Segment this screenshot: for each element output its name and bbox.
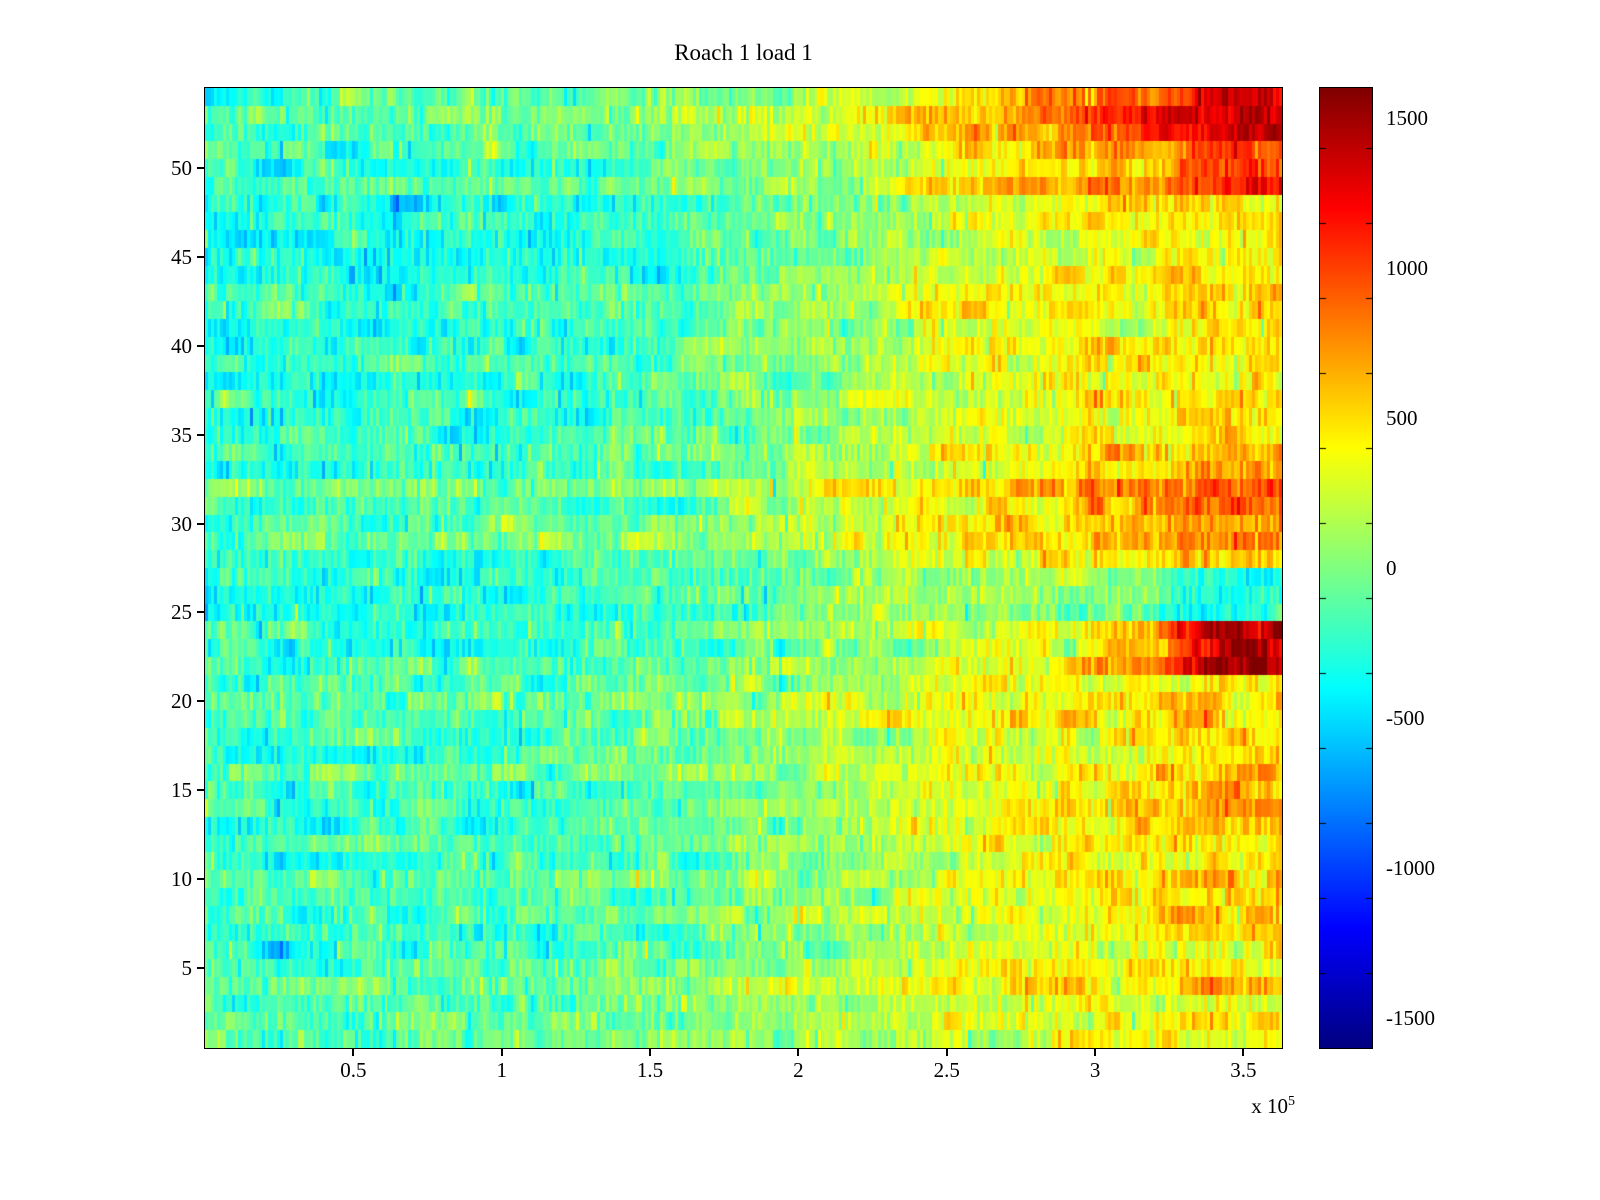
- y-tick-label: 35: [171, 422, 192, 447]
- y-tick-label: 20: [171, 689, 192, 714]
- y-tick-label: 30: [171, 511, 192, 536]
- x-scale-mantissa: x 10: [1251, 1094, 1288, 1118]
- y-tick-mark: [197, 167, 204, 169]
- y-tick-mark: [197, 433, 204, 436]
- x-tick-mark: [649, 1049, 652, 1056]
- y-tick-label: 50: [171, 156, 192, 180]
- y-tick-label: 15: [171, 778, 192, 803]
- y-tick-label: 10: [171, 867, 192, 892]
- x-tick-label: 2.5: [933, 1058, 960, 1082]
- y-tick-mark: [197, 522, 204, 525]
- y-tick-mark: [197, 878, 204, 881]
- chart-title: Roach 1 load 1: [674, 40, 813, 65]
- x-tick-mark: [945, 1049, 948, 1056]
- x-tick-label: 0.5: [340, 1058, 367, 1082]
- y-tick-mark: [197, 789, 204, 792]
- x-scale-exponent: 5: [1288, 1094, 1295, 1109]
- x-tick-mark: [1094, 1049, 1097, 1056]
- x-tick-label: 2: [793, 1058, 804, 1082]
- colorbar-tick-label: 0: [1386, 556, 1397, 580]
- colorbar-tick-label: 500: [1386, 406, 1418, 430]
- y-tick-mark: [197, 255, 204, 258]
- x-tick-label: 3: [1089, 1058, 1101, 1082]
- x-tick-mark: [1242, 1049, 1245, 1056]
- y-tick-label: 25: [171, 600, 192, 625]
- x-tick-label: 1.5: [636, 1058, 664, 1082]
- y-tick-label: 45: [171, 244, 192, 269]
- x-tick-mark: [797, 1049, 800, 1056]
- x-axis-scale-label: x 105: [1140, 1094, 1295, 1119]
- x-tick-label: 1: [496, 1058, 507, 1082]
- y-tick-mark: [197, 611, 204, 614]
- colorbar-tick-label: -500: [1386, 706, 1425, 730]
- y-tick-label: 40: [171, 333, 192, 358]
- colorbar-tick-label: 1000: [1386, 256, 1428, 280]
- y-tick-mark: [197, 700, 204, 703]
- colorbar-tick-label: -1500: [1386, 1006, 1435, 1030]
- x-tick-mark: [352, 1049, 355, 1056]
- x-tick-label: 3.5: [1230, 1058, 1257, 1082]
- colorbar-tick-label: 1500: [1386, 106, 1428, 130]
- x-tick-mark: [500, 1049, 503, 1056]
- colorbar: [1320, 88, 1372, 1048]
- colorbar-tick-label: -1000: [1386, 856, 1435, 880]
- heatmap-plot: [205, 88, 1282, 1048]
- y-tick-label: 5: [181, 956, 193, 980]
- y-tick-mark: [197, 967, 204, 969]
- y-tick-mark: [197, 344, 204, 347]
